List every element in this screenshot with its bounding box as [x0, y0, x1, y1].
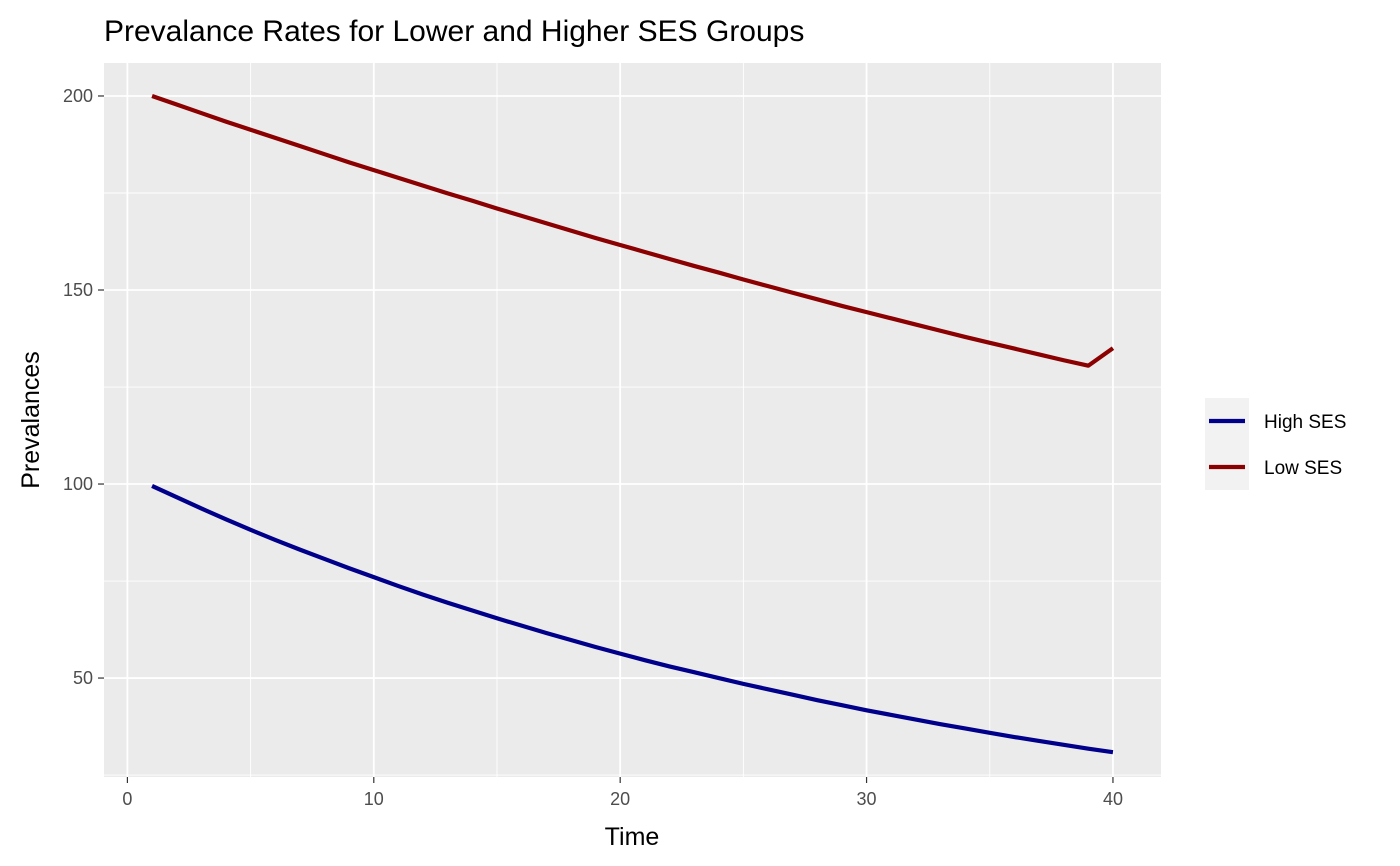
x-tick-label: 40 — [1103, 789, 1123, 809]
legend-label: High SES — [1264, 412, 1346, 433]
y-tick-label: 50 — [73, 668, 93, 688]
series-line-high-ses — [151, 484, 1114, 755]
series-line-low-ses — [151, 93, 1115, 368]
series-lines — [151, 93, 1115, 755]
y-tick-label: 150 — [63, 280, 93, 300]
chart-title: Prevalance Rates for Lower and Higher SE… — [104, 15, 804, 48]
x-tick-label: 20 — [610, 789, 630, 809]
x-axis-title: Time — [605, 823, 660, 851]
plot-panel — [104, 63, 1161, 777]
legend-label: Low SES — [1264, 458, 1342, 479]
x-tick-label: 30 — [857, 789, 877, 809]
legend: High SES Low SES — [1205, 398, 1346, 490]
y-tick-label: 200 — [63, 86, 93, 106]
y-tick-label: 100 — [63, 474, 93, 494]
x-tick-label: 10 — [364, 789, 384, 809]
axes: 0 10 20 30 40 50 100 150 200 — [63, 86, 1123, 809]
x-tick-label: 0 — [122, 789, 132, 809]
y-axis-title: Prevalances — [17, 351, 45, 489]
grid-lines — [104, 63, 1161, 777]
